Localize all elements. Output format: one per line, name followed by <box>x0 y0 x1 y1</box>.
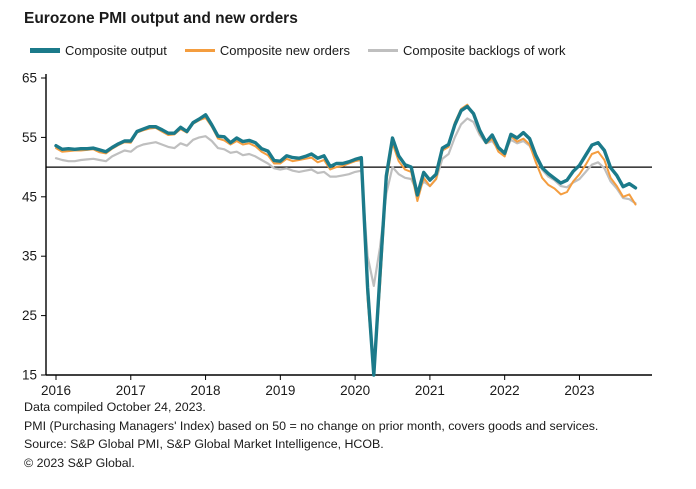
svg-text:2018: 2018 <box>191 383 221 398</box>
footnote-definition: PMI (Purchasing Managers' Index) based o… <box>24 418 599 433</box>
chart-title: Eurozone PMI output and new orders <box>24 10 298 27</box>
legend-line-swatch-backlogs <box>367 49 398 52</box>
svg-text:45: 45 <box>22 189 37 204</box>
legend-line-swatch-new-orders <box>184 49 215 52</box>
legend: Composite output Composite new orders Co… <box>30 43 566 58</box>
svg-text:25: 25 <box>22 308 37 323</box>
legend-line-swatch-output <box>30 48 60 53</box>
footnote-source: Source: S&P Global PMI, S&P Global Marke… <box>24 437 384 451</box>
legend-label-new-orders: Composite new orders <box>219 43 350 58</box>
legend-label-backlogs: Composite backlogs of work <box>402 43 566 58</box>
svg-text:2017: 2017 <box>116 383 146 398</box>
pmi-line-chart: 15 25 35 45 55 65 2016 2017 2018 2019 2020 2021 2022… <box>22 71 652 398</box>
svg-text:15: 15 <box>22 368 37 383</box>
legend-item-composite-backlogs: Composite backlogs of work <box>367 43 566 58</box>
legend-label-output: Composite output <box>65 43 167 58</box>
svg-text:35: 35 <box>22 249 37 264</box>
svg-text:2023: 2023 <box>564 383 594 398</box>
svg-text:2020: 2020 <box>340 383 370 398</box>
svg-text:2022: 2022 <box>490 383 520 398</box>
svg-text:2019: 2019 <box>265 383 295 398</box>
legend-item-composite-new-orders: Composite new orders <box>184 43 350 58</box>
footnote-copyright: © 2023 S&P Global. <box>24 455 135 470</box>
svg-text:65: 65 <box>22 71 37 86</box>
footnotes: Data compiled October 24, 2023. PMI (Pur… <box>24 400 598 474</box>
svg-text:2021: 2021 <box>415 383 445 398</box>
footnote-compiled: Data compiled October 24, 2023. <box>24 400 206 414</box>
svg-text:55: 55 <box>22 130 37 145</box>
svg-text:2016: 2016 <box>41 383 71 398</box>
legend-item-composite-output: Composite output <box>30 43 167 58</box>
